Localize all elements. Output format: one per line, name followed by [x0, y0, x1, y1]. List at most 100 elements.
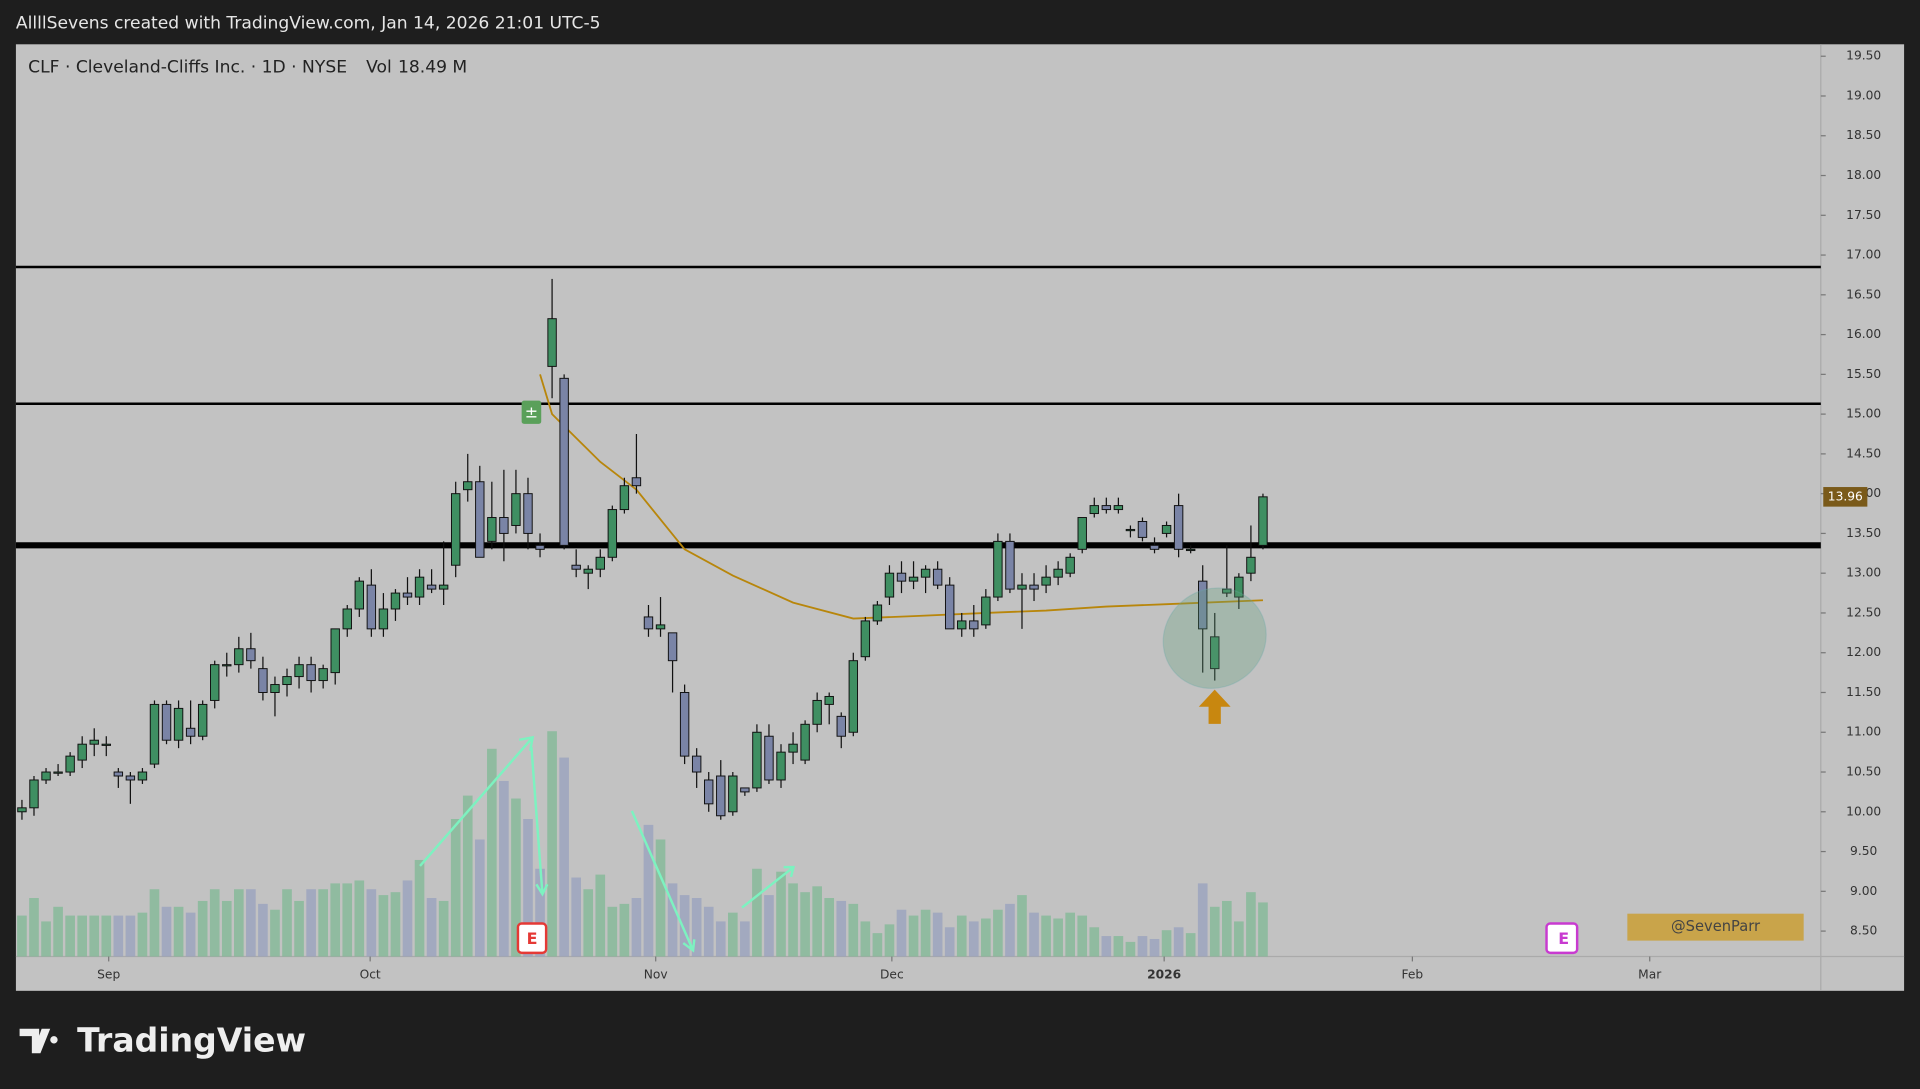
volume-bar [270, 909, 280, 957]
candle-body [848, 660, 859, 733]
volume-bar [53, 906, 63, 957]
volume-bar [17, 915, 27, 957]
logo-mark [19, 1028, 58, 1054]
volume-bar [655, 839, 666, 957]
volume-bar [1113, 936, 1124, 957]
y-tick-label: 19.00 [1846, 88, 1881, 102]
volume-bar [1161, 930, 1172, 957]
volume-bar [1149, 938, 1160, 957]
candle-body [872, 604, 883, 622]
volume-bar [932, 912, 943, 957]
volume-bar [1197, 883, 1208, 957]
x-tick-label: Mar [1638, 967, 1662, 981]
volume-bar [426, 898, 437, 957]
y-tick-label: 17.00 [1846, 248, 1881, 262]
candle-body [1234, 576, 1244, 598]
volume-bar [185, 912, 196, 957]
volume-bar [1041, 915, 1051, 957]
candle-body [53, 771, 63, 774]
volume-bar [41, 921, 51, 957]
volume-bar [1077, 915, 1088, 957]
candle-body [161, 703, 172, 741]
candle-body [896, 572, 907, 582]
volume-bar [884, 924, 895, 957]
volume-bar [499, 780, 509, 957]
candle-body [222, 664, 232, 667]
candle-body [716, 775, 726, 817]
volume-bar [209, 889, 220, 957]
candle-body [812, 699, 822, 725]
volume-bar [776, 871, 786, 957]
volume-bar [559, 757, 569, 957]
candle-body [595, 556, 605, 570]
candle-body [908, 576, 919, 582]
candle-body [1113, 505, 1124, 511]
volume-bar [824, 898, 835, 957]
x-tick-label: Nov [644, 967, 668, 981]
candle-body [1089, 505, 1099, 515]
volume-bar [246, 889, 256, 957]
candle-body [234, 648, 244, 666]
volume-bar [161, 906, 172, 957]
candle-body [65, 755, 75, 773]
candle-body [378, 608, 389, 630]
candle-body [390, 592, 401, 610]
y-tick-label: 10.50 [1846, 765, 1881, 779]
volume-bar [366, 889, 377, 957]
dividend-symbol: ± [525, 402, 538, 421]
candle-body [728, 775, 738, 813]
y-tick-label: 15.50 [1846, 367, 1881, 381]
candle-body [1185, 548, 1196, 552]
volume-bar [487, 748, 497, 957]
candle-body [173, 707, 184, 741]
candle-body [535, 544, 545, 550]
volume-bar [306, 889, 316, 957]
volume-bar [607, 906, 618, 957]
volume-bar [318, 889, 328, 957]
candle-body [1198, 580, 1208, 630]
y-tick-label: 17.50 [1846, 208, 1881, 222]
y-tick-label: 18.00 [1846, 168, 1881, 182]
candle-body [438, 584, 449, 590]
volume-bar [77, 915, 88, 957]
volume-bar [631, 898, 642, 957]
candle-body [342, 608, 352, 630]
y-tick-label: 16.00 [1846, 327, 1881, 341]
y-tick-label: 14.50 [1846, 446, 1881, 460]
y-tick-label: 15.00 [1846, 407, 1881, 421]
candle-body [523, 493, 533, 534]
volume-bar [547, 731, 557, 957]
candle-body [957, 620, 967, 630]
candle-body [884, 572, 895, 598]
volume-bar [149, 889, 160, 957]
annotation-arrows [419, 735, 796, 953]
volume-bar [1101, 936, 1112, 957]
volume-bar [125, 915, 136, 957]
candle-body [860, 620, 871, 658]
y-tick-label: 13.50 [1846, 526, 1881, 540]
volume-bar [1246, 892, 1256, 957]
volume-bar [1029, 912, 1039, 957]
volume-bar [450, 819, 461, 957]
volume-bar [800, 892, 810, 957]
candle-body [655, 624, 666, 630]
x-tick-label: Dec [880, 967, 904, 981]
candle-body [487, 517, 497, 542]
volume-bar [715, 921, 726, 957]
volume-bar [836, 900, 847, 957]
candle-body [41, 771, 51, 781]
volume-bar [113, 915, 124, 957]
volume-bar [234, 889, 244, 957]
candle-body [944, 584, 955, 630]
watermark-box [1627, 913, 1804, 941]
volume-bar [258, 903, 268, 957]
volume-bar [523, 819, 533, 957]
candle-body [1258, 496, 1268, 546]
volume-bar [137, 912, 148, 957]
candle-body [571, 564, 581, 570]
moving-average [539, 374, 1263, 620]
volume-bar [679, 895, 690, 957]
candle-body [667, 632, 678, 662]
